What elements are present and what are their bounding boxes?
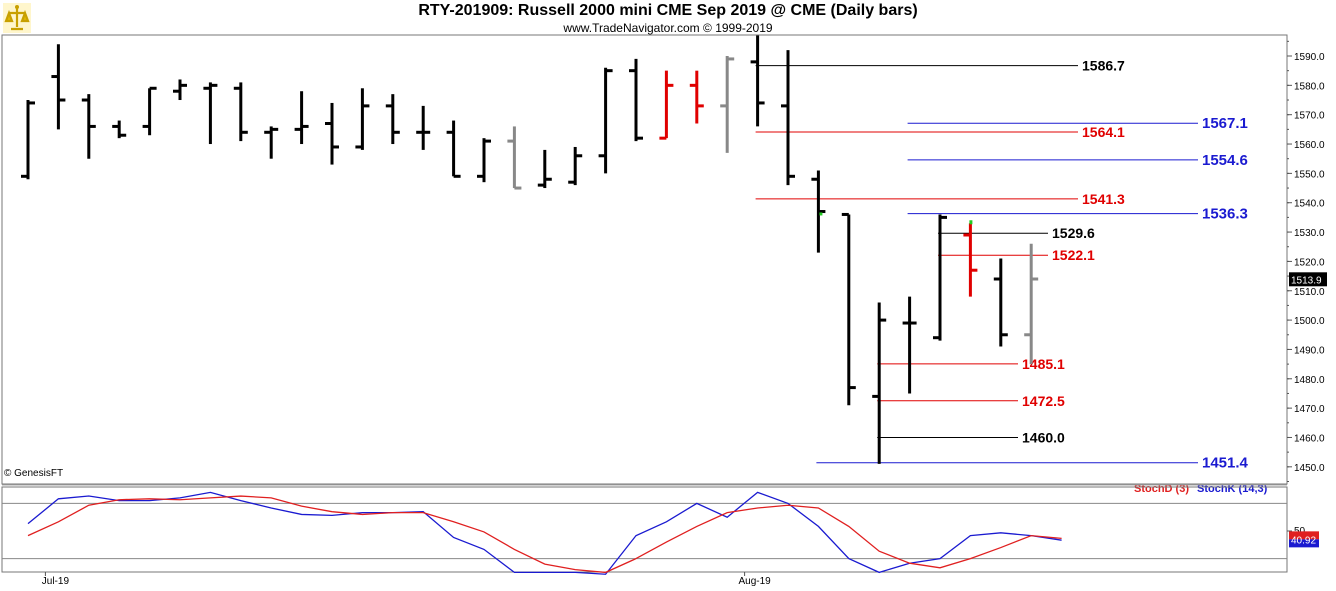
legend-stochd: StochD (3) <box>1134 483 1189 495</box>
ohlc-bar <box>233 82 248 142</box>
ohlc-bar <box>963 223 978 297</box>
stoch-panel-border <box>1 486 1288 573</box>
y-tick-label: 1510.0 <box>1294 287 1325 298</box>
stochk-line <box>27 491 1062 575</box>
x-axis: Jul-19 Aug-19 <box>42 572 771 587</box>
ohlc-bar <box>659 70 674 140</box>
ohlc-bar <box>446 120 461 178</box>
level-label: 1472.5 <box>1022 393 1065 409</box>
level-lines: 1586.7 1567.1 1564.1 1554.6 1541.3 1536.3 1529… <box>755 58 1249 472</box>
price-panel-border <box>1 34 1288 485</box>
stoch-last-box-blue <box>1289 539 1319 548</box>
stoch-last-value: 40.92 <box>1291 535 1316 546</box>
ohlc-bar <box>1024 243 1039 365</box>
ohlc-bar <box>629 58 643 142</box>
y-tick-label: 1480.0 <box>1294 375 1325 386</box>
ohlc-bar <box>142 86 157 136</box>
level-label: 1460.0 <box>1022 429 1065 445</box>
ohlc-bar <box>993 258 1008 347</box>
legend-stochk: StochK (14,3) <box>1197 483 1268 495</box>
ohlc-bar <box>203 82 218 145</box>
ohlc-bar <box>173 79 187 101</box>
y-tick-label: 1530.0 <box>1294 228 1325 239</box>
ohlc-bar <box>537 149 552 189</box>
y-tick-label: 1520.0 <box>1294 257 1325 268</box>
x-tick-label: Jul-19 <box>42 576 70 587</box>
signal-marker <box>969 220 973 225</box>
y-tick-label: 1450.0 <box>1294 463 1325 474</box>
ohlc-bar <box>689 70 704 124</box>
ohlc-bar <box>568 146 583 186</box>
signal-marker <box>819 212 823 216</box>
chart-subtitle: www.TradeNavigator.com © 1999-2019 <box>563 21 773 35</box>
copyright-label: © GenesisFT <box>4 468 64 479</box>
stochd-line <box>27 495 1062 574</box>
ohlc-bar <box>507 126 522 190</box>
level-label: 1554.6 <box>1202 152 1248 169</box>
ohlc-bar <box>598 67 613 174</box>
ohlc-bar <box>902 296 917 394</box>
ohlc-bar <box>416 105 431 150</box>
level-label: 1522.1 <box>1052 247 1095 263</box>
ohlc-bar <box>385 94 400 145</box>
level-label: 1564.1 <box>1082 124 1125 140</box>
ohlc-bar <box>841 212 856 406</box>
level-label: 1586.7 <box>1082 58 1125 74</box>
ohlc-bar <box>325 102 339 165</box>
y-tick-label: 1470.0 <box>1294 404 1325 415</box>
last-price-box <box>1289 272 1327 287</box>
last-price-label: 1513.9 <box>1291 275 1322 286</box>
ohlc-bar <box>355 88 370 150</box>
x-tick-label: Aug-19 <box>738 576 771 587</box>
y-tick-label: 1540.0 <box>1294 199 1325 210</box>
level-label: 1567.1 <box>1202 115 1248 132</box>
ohlc-bar <box>750 35 765 127</box>
y-tick-label: 1500.0 <box>1294 316 1325 327</box>
stochastic-panel: 5040.92 <box>2 491 1319 575</box>
ohlc-bar <box>720 56 735 153</box>
stoch-last-box-red <box>1289 531 1319 540</box>
y-tick-label: 1590.0 <box>1294 52 1325 63</box>
ohlc-bar <box>477 138 491 183</box>
ohlc-bar <box>81 94 96 159</box>
y-tick-label: 1570.0 <box>1294 111 1325 122</box>
price-bars <box>21 35 1039 464</box>
level-label: 1451.4 <box>1202 455 1249 472</box>
ohlc-bar <box>264 126 279 159</box>
chart-frame <box>1 34 1288 573</box>
y-tick-label: 1580.0 <box>1294 81 1325 92</box>
ohlc-bar <box>294 91 309 145</box>
level-label: 1536.3 <box>1202 206 1248 223</box>
level-label: 1541.3 <box>1082 191 1125 207</box>
ohlc-bar <box>21 100 35 180</box>
ohlc-bar <box>112 120 127 139</box>
ohlc-bar <box>51 44 66 130</box>
y-tick-label: 1550.0 <box>1294 169 1325 180</box>
level-label: 1485.1 <box>1022 356 1065 372</box>
y-tick-label: 1460.0 <box>1294 433 1325 444</box>
ohlc-bar <box>781 50 795 186</box>
y-axis: 1450.0 1460.0 1470.0 1480.0 1490.0 1500.0 1510… <box>1287 40 1327 482</box>
ohlc-bar <box>811 170 826 253</box>
y-tick-label: 1560.0 <box>1294 140 1325 151</box>
indicator-legend: StochD (3) StochK (14,3) <box>1134 483 1267 495</box>
y-tick-label: 1490.0 <box>1294 345 1325 356</box>
ohlc-bar <box>872 302 887 464</box>
level-label: 1529.6 <box>1052 225 1095 241</box>
chart-title: RTY-201909: Russell 2000 mini CME Sep 20… <box>418 2 918 19</box>
ohlc-bar <box>933 214 947 341</box>
trade-navigator-logo-icon <box>3 3 31 33</box>
